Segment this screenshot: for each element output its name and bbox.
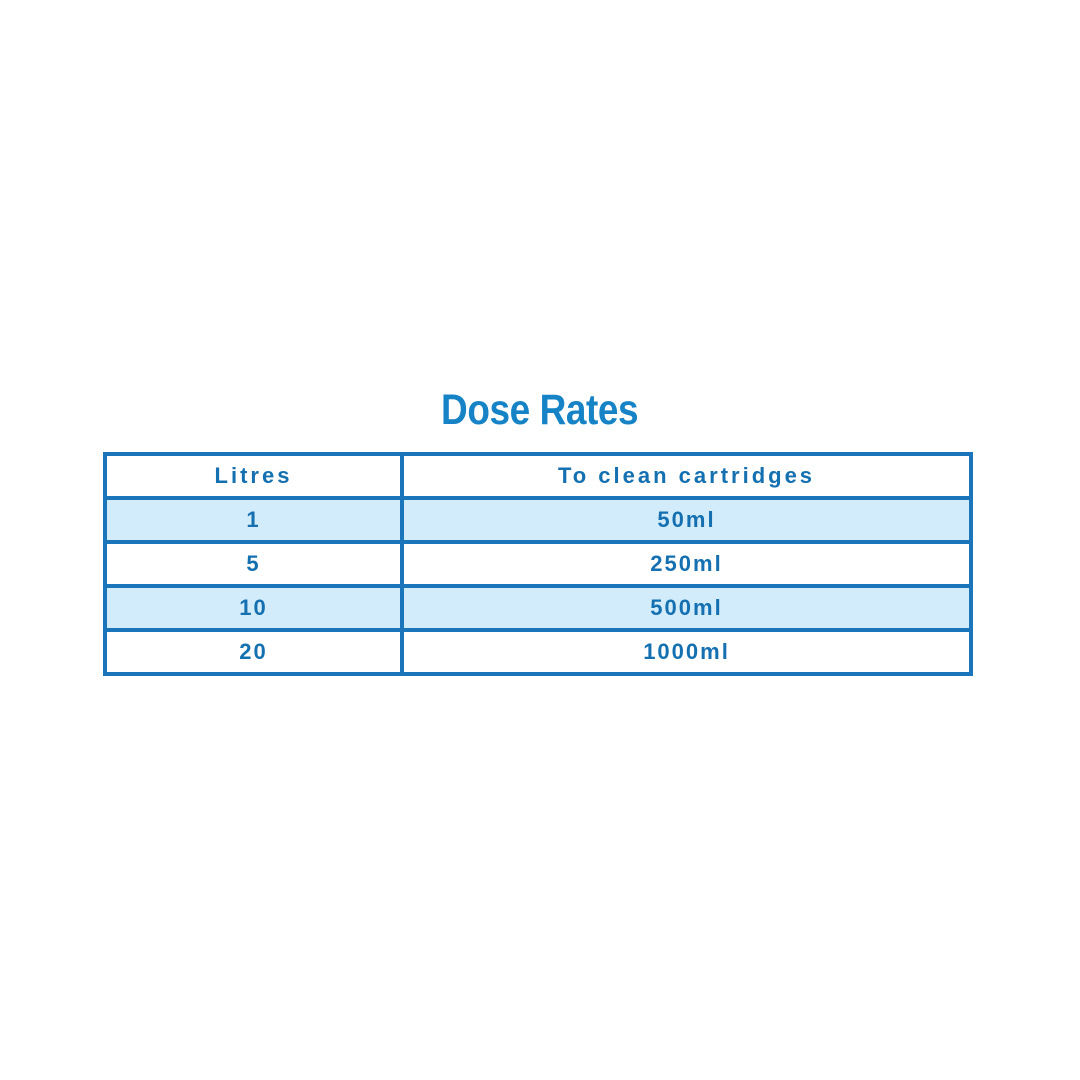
cell-litres: 5 bbox=[103, 540, 404, 588]
page-title: Dose Rates bbox=[0, 386, 1080, 435]
table-row: 20 1000ml bbox=[103, 628, 973, 676]
cell-litres: 20 bbox=[103, 628, 404, 676]
header-cell-dose: To clean cartridges bbox=[400, 452, 973, 500]
table-row: 1 50ml bbox=[103, 496, 973, 544]
cell-dose: 250ml bbox=[400, 540, 973, 588]
cell-dose: 500ml bbox=[400, 584, 973, 632]
cell-dose: 50ml bbox=[400, 496, 973, 544]
cell-dose: 1000ml bbox=[400, 628, 973, 676]
page-title-text: Dose Rates bbox=[441, 386, 639, 434]
header-row: Litres To clean cartridges bbox=[103, 452, 973, 500]
cell-litres: 1 bbox=[103, 496, 404, 544]
table-row: 5 250ml bbox=[103, 540, 973, 588]
cell-litres: 10 bbox=[103, 584, 404, 632]
header-cell-litres: Litres bbox=[103, 452, 404, 500]
table-row: 10 500ml bbox=[103, 584, 973, 632]
dose-rates-table: Litres To clean cartridges 1 50ml 5 250m… bbox=[103, 452, 973, 676]
